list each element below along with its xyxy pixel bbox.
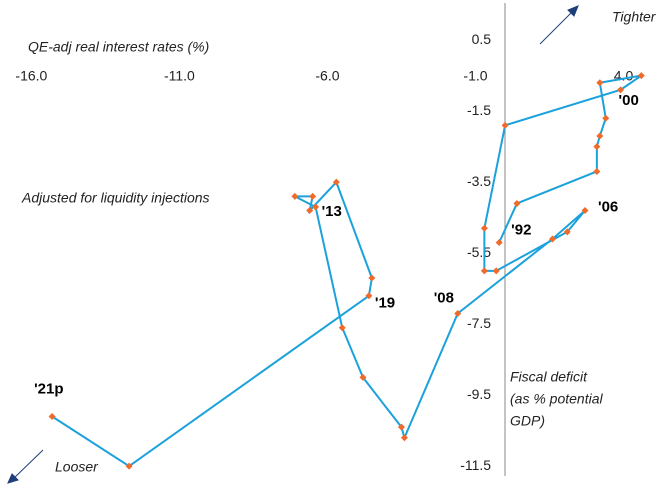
y-tick-label: -3.5 bbox=[467, 173, 491, 189]
y-tick-label: -5.5 bbox=[467, 244, 491, 260]
annotation: Looser bbox=[55, 459, 99, 475]
point-label: '13 bbox=[322, 203, 342, 220]
point bbox=[338, 324, 346, 332]
x-tick-label: -6.0 bbox=[315, 68, 339, 84]
point bbox=[637, 72, 645, 80]
point-label: '06 bbox=[598, 199, 618, 216]
point bbox=[596, 79, 604, 87]
point bbox=[596, 132, 604, 140]
point bbox=[492, 267, 500, 275]
x-tick-label: -1.0 bbox=[463, 68, 487, 84]
point-label: '92 bbox=[511, 221, 531, 238]
y-tick-label: -11.5 bbox=[460, 457, 491, 473]
point bbox=[365, 292, 373, 300]
point bbox=[312, 203, 320, 211]
y-tick-label: 0.5 bbox=[472, 31, 492, 47]
point bbox=[593, 167, 601, 175]
point bbox=[602, 114, 610, 122]
point bbox=[513, 199, 521, 207]
point bbox=[593, 143, 601, 151]
point bbox=[617, 86, 625, 94]
point bbox=[400, 434, 408, 442]
point bbox=[306, 207, 314, 215]
point bbox=[581, 207, 589, 215]
point bbox=[291, 192, 299, 200]
point bbox=[495, 239, 503, 246]
y-axis-label: GDP) bbox=[510, 413, 545, 429]
point-label: '08 bbox=[434, 289, 454, 306]
y-axis-label: (as % potential bbox=[510, 391, 603, 407]
series-line bbox=[51, 74, 642, 468]
x-tick-label: -11.0 bbox=[164, 68, 195, 84]
point-label: '19 bbox=[375, 295, 395, 312]
y-tick-label: -9.5 bbox=[467, 386, 491, 402]
point bbox=[125, 462, 133, 470]
point bbox=[368, 274, 376, 282]
x-tick-label: 4.0 bbox=[614, 68, 634, 84]
point bbox=[548, 235, 556, 243]
point bbox=[397, 423, 405, 431]
x-tick-label: -16.0 bbox=[15, 68, 47, 84]
point bbox=[563, 228, 571, 236]
annotation: Tighter bbox=[612, 9, 657, 25]
point bbox=[454, 310, 462, 318]
point bbox=[359, 373, 367, 381]
point-label: '21p bbox=[34, 380, 63, 397]
x-axis-label: QE-adj real interest rates (%) bbox=[28, 39, 209, 55]
point bbox=[48, 412, 56, 420]
y-axis-label: Fiscal deficit bbox=[510, 369, 588, 385]
point bbox=[501, 121, 509, 129]
point bbox=[332, 178, 340, 186]
y-tick-label: -1.5 bbox=[467, 102, 491, 118]
point bbox=[480, 267, 488, 275]
annotation: Adjusted for liquidity injections bbox=[21, 190, 210, 206]
point-label: '00 bbox=[619, 92, 639, 109]
y-tick-label: -7.5 bbox=[467, 315, 491, 331]
point bbox=[309, 192, 317, 200]
point bbox=[480, 224, 488, 232]
arrow bbox=[7, 5, 579, 484]
